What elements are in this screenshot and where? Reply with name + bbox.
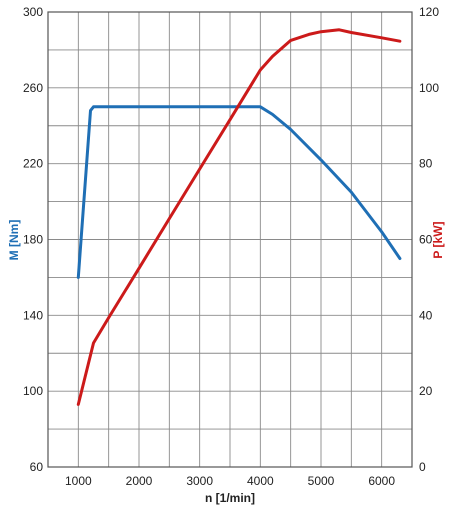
power-series-line [76,28,402,406]
x-tick-label: 5000 [308,474,335,488]
left-tick-label: 140 [23,308,43,322]
left-tick-label: 60 [30,460,44,474]
right-axis-label: P [kW] [431,221,445,258]
right-tick-label: 100 [419,81,439,95]
right-tick-label: 120 [419,5,439,19]
right-tick-label: 0 [419,460,426,474]
right-tick-labels: 0 20 40 60 80 100 120 [419,5,439,474]
left-tick-labels: 60 100 140 180 220 260 300 [23,5,43,474]
torque-series-line [76,105,402,279]
right-tick-label: 20 [419,384,433,398]
left-tick-label: 100 [23,384,43,398]
left-axis-label: M [Nm] [7,220,21,261]
x-tick-labels: 1000 2000 3000 4000 5000 6000 [65,474,395,488]
x-tick-label: 6000 [368,474,395,488]
x-tick-label: 3000 [186,474,213,488]
grid [47,11,413,468]
x-tick-label: 1000 [65,474,92,488]
x-axis-label: n [1/min] [205,491,255,505]
series-lines [76,28,402,406]
right-tick-label: 60 [419,233,433,247]
x-tick-label: 4000 [247,474,274,488]
left-tick-label: 260 [23,81,43,95]
right-tick-label: 40 [419,308,433,322]
plot-frame [47,11,413,468]
left-tick-label: 220 [23,157,43,171]
right-tick-label: 80 [419,157,433,171]
left-tick-label: 180 [23,233,43,247]
left-tick-label: 300 [23,5,43,19]
x-tick-label: 2000 [126,474,153,488]
